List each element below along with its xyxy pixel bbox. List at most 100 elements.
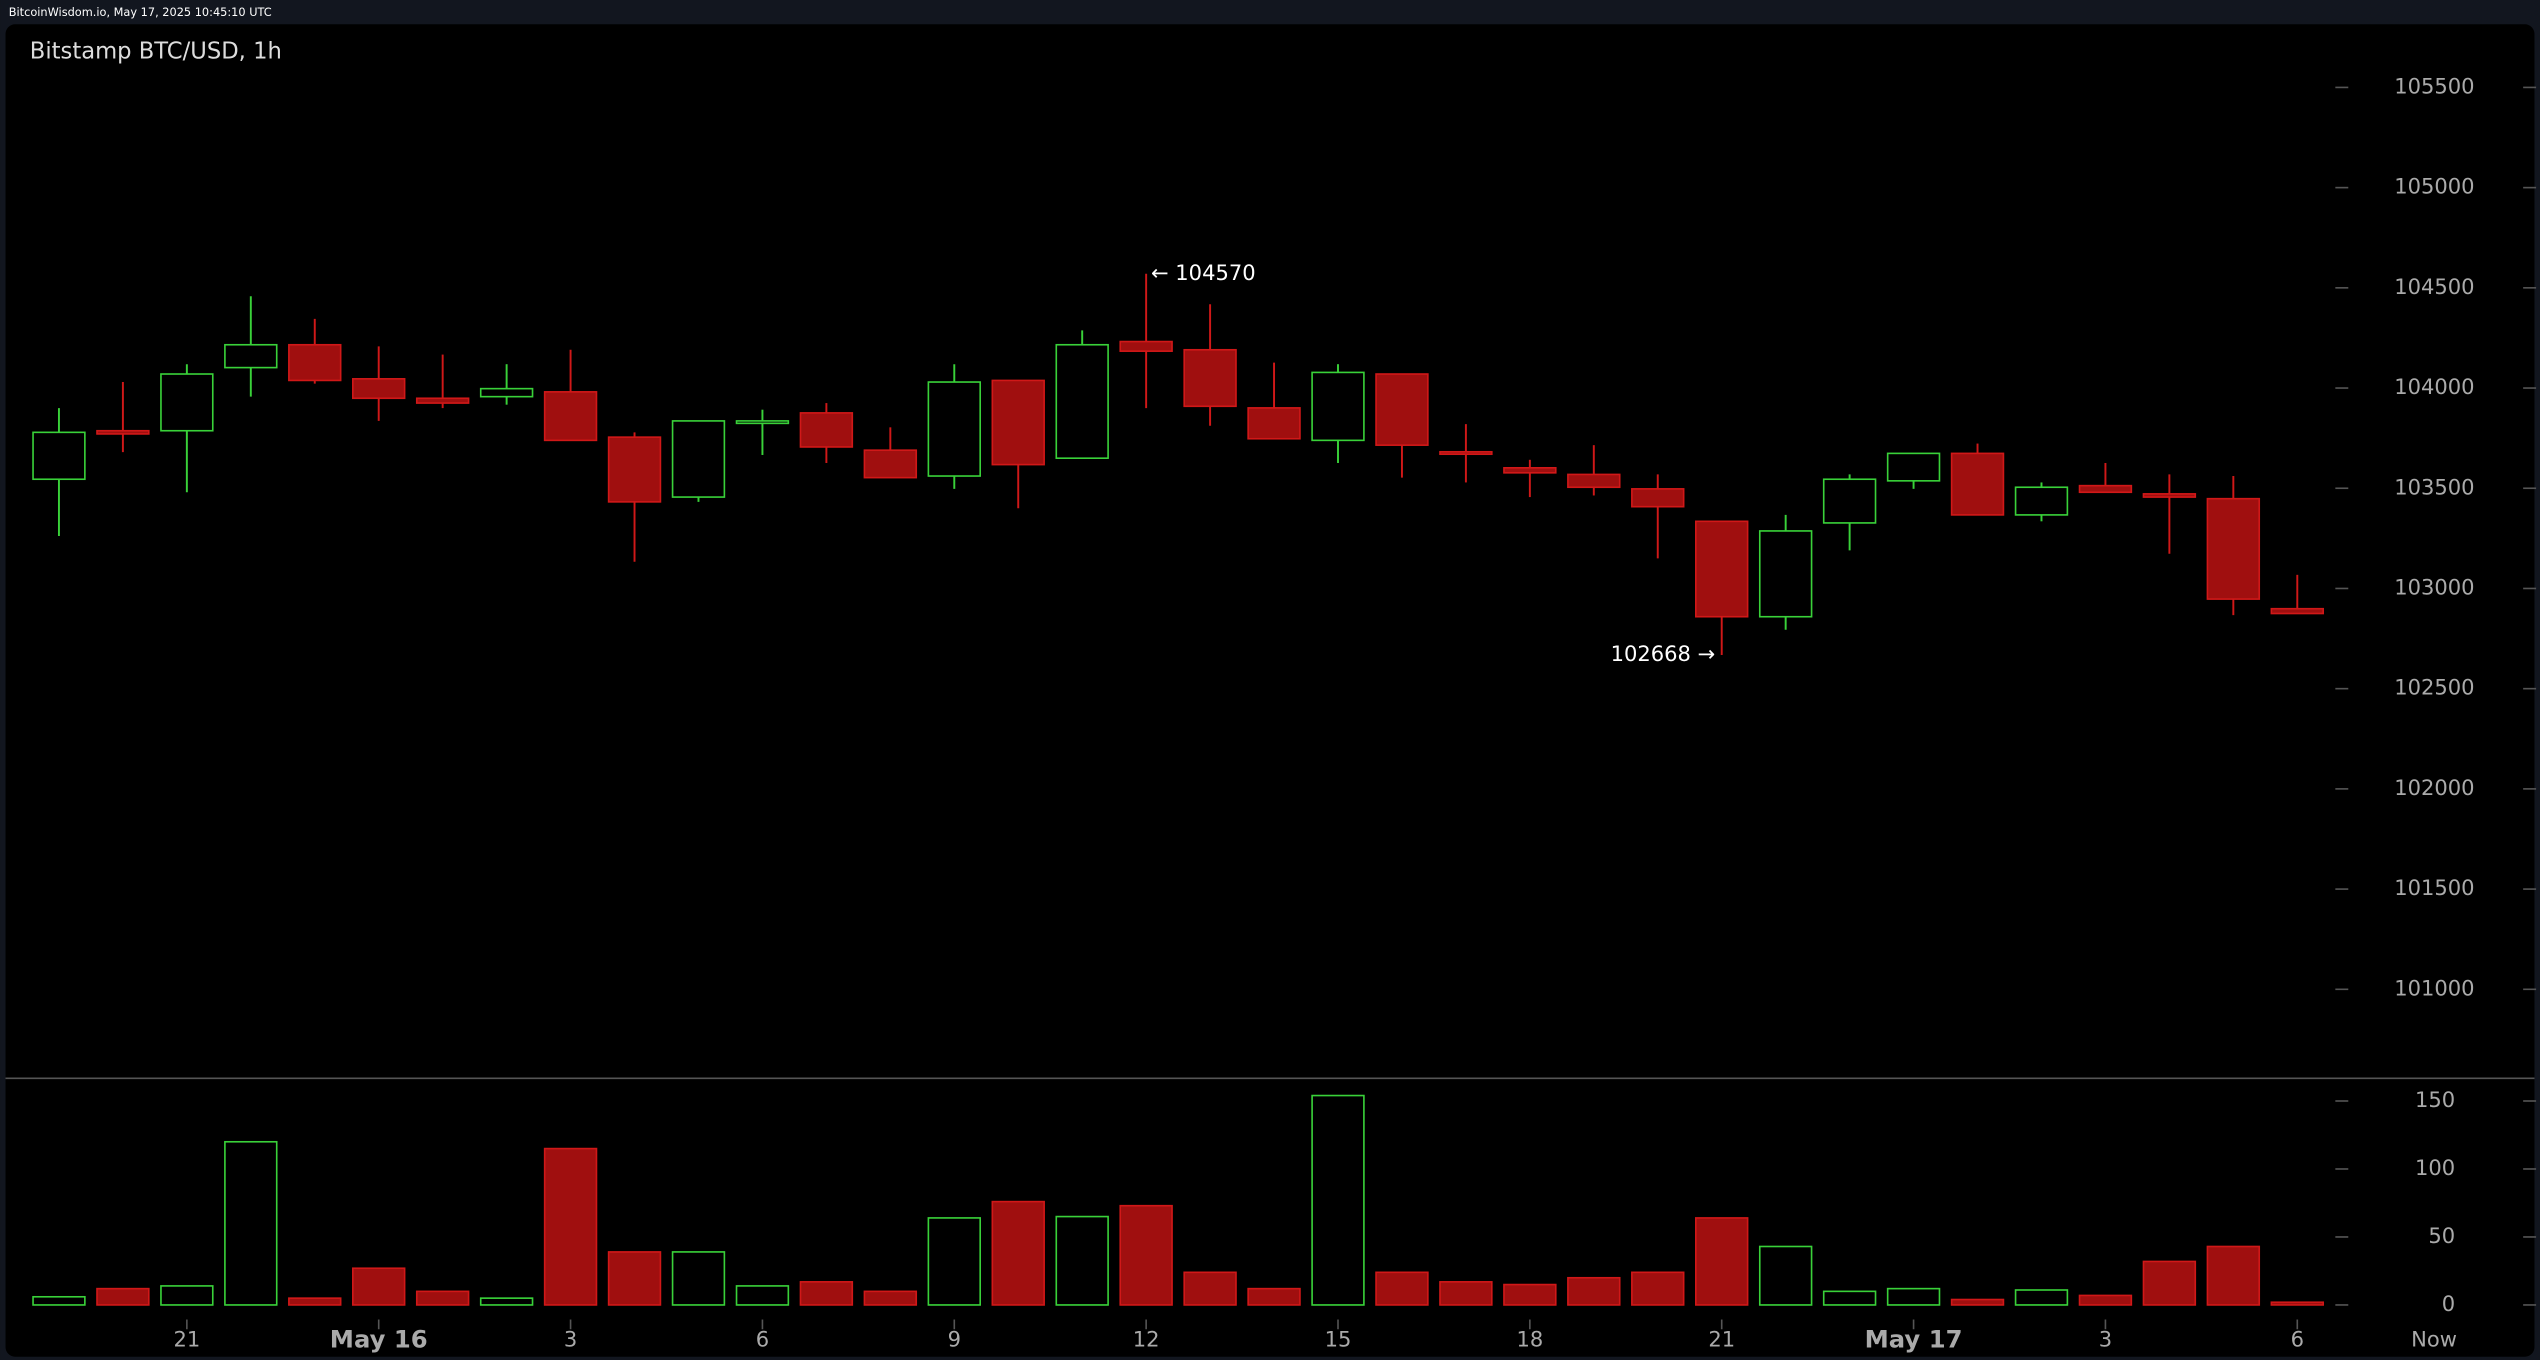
volume-bar — [160, 1285, 214, 1306]
y2-tick-label: 0 — [2442, 1291, 2455, 1316]
low-annotation: 102668 → — [1611, 641, 1716, 666]
volume-bar — [1183, 1271, 1237, 1306]
x-tick-label: 15 — [1325, 1327, 1352, 1352]
x-tick-label: May 16 — [330, 1325, 428, 1354]
candle-body — [1119, 340, 1173, 352]
volume-bar — [1503, 1283, 1557, 1306]
volume-bar — [1375, 1271, 1429, 1306]
y-tick-label: 102000 — [2394, 775, 2474, 800]
y-tick-label: 101000 — [2394, 975, 2474, 1000]
y-tick-label: 104000 — [2394, 374, 2474, 399]
volume-bar — [224, 1140, 278, 1306]
candle-body — [96, 429, 150, 435]
candle-body — [415, 397, 470, 404]
y2-tick-label: 100 — [2415, 1155, 2455, 1180]
candle-body — [479, 387, 534, 398]
x-tick-label: 12 — [1133, 1327, 1160, 1352]
y-tick-label: 103500 — [2394, 474, 2474, 499]
candle-body — [2014, 486, 2069, 516]
candle-body — [927, 381, 981, 477]
candle-body — [1439, 450, 1493, 456]
volume-bar — [2206, 1245, 2261, 1306]
x-tick-label: 6 — [2291, 1327, 2304, 1352]
candle-body — [1694, 520, 1749, 618]
candle-body — [1375, 373, 1429, 446]
y-tick-label: 105000 — [2394, 174, 2474, 199]
y2-tick-label: 50 — [2428, 1223, 2455, 1248]
volume-bar — [2078, 1294, 2133, 1306]
candle-body — [799, 412, 854, 448]
volume-bar — [2270, 1301, 2324, 1306]
chart-title: Bitstamp BTC/USD, 1h — [30, 38, 282, 64]
volume-bar — [1055, 1215, 1109, 1306]
volume-bar — [479, 1297, 534, 1306]
y-tick-label: 101500 — [2394, 875, 2474, 900]
candle-body — [1247, 407, 1301, 440]
y-tick-label: 103000 — [2394, 574, 2474, 599]
x-tick-label: 9 — [948, 1327, 961, 1352]
volume-bar — [351, 1267, 406, 1306]
volume-bar — [1822, 1290, 1877, 1306]
volume-bar — [2142, 1260, 2197, 1306]
volume-bar — [1694, 1217, 1749, 1306]
candle-body — [1183, 348, 1237, 408]
candle-body — [607, 436, 662, 503]
candle-body — [1886, 452, 1941, 482]
volume-bar — [2014, 1289, 2069, 1306]
candle-body — [1311, 371, 1365, 442]
volume-bar — [1758, 1245, 1813, 1306]
volume-bar — [1439, 1281, 1493, 1306]
candle-body — [1567, 473, 1621, 489]
volume-bar — [415, 1290, 470, 1306]
candle-body — [991, 379, 1045, 466]
candle-body — [863, 449, 918, 479]
candle-body — [543, 391, 598, 442]
candle-body — [1950, 452, 2005, 516]
volume-bar — [1311, 1094, 1365, 1306]
x-tick-label: 3 — [2099, 1327, 2112, 1352]
candle-body — [351, 378, 406, 400]
y-tick-label: 102500 — [2394, 675, 2474, 700]
candle-body — [1055, 343, 1109, 460]
candle-body — [2206, 497, 2261, 600]
candle-body — [288, 343, 342, 382]
x-tick-label: 21 — [1708, 1327, 1735, 1352]
y-tick-label: 104500 — [2394, 274, 2474, 299]
volume-bar — [543, 1147, 598, 1306]
candle-body — [160, 373, 214, 432]
volume-bar — [799, 1281, 854, 1306]
volume-bar — [288, 1297, 342, 1306]
candle-body — [2270, 607, 2324, 615]
x-tick-label: May 17 — [1865, 1325, 1963, 1354]
volume-bar — [607, 1251, 662, 1306]
candle-body — [32, 431, 86, 481]
x-tick-label: 6 — [756, 1327, 769, 1352]
volume-bar — [1631, 1271, 1685, 1306]
volume-bar — [96, 1287, 150, 1306]
volume-bar — [1119, 1204, 1173, 1306]
candle-body — [671, 420, 726, 498]
y2-tick-label: 150 — [2415, 1087, 2455, 1112]
candle-body — [1631, 488, 1685, 508]
volume-bar — [1950, 1298, 2005, 1306]
x-tick-label: 18 — [1516, 1327, 1543, 1352]
candle-body — [1822, 478, 1877, 524]
candle-body — [1503, 467, 1557, 474]
volume-bar — [671, 1251, 726, 1306]
candle-body — [735, 420, 790, 425]
x-tick-label: 3 — [564, 1327, 577, 1352]
chart-panel — [5, 24, 2535, 1357]
volume-bar — [1567, 1276, 1621, 1306]
candle-body — [2142, 493, 2197, 498]
candle-body — [224, 343, 278, 369]
volume-bar — [927, 1217, 981, 1306]
x-tick-label: 21 — [173, 1327, 200, 1352]
end-label: Now — [2411, 1327, 2457, 1352]
candle-body — [1758, 530, 1813, 618]
volume-bar — [863, 1290, 918, 1306]
candle-body — [2078, 484, 2133, 494]
y-tick-label: 105500 — [2394, 73, 2474, 98]
volume-bar — [991, 1200, 1045, 1306]
